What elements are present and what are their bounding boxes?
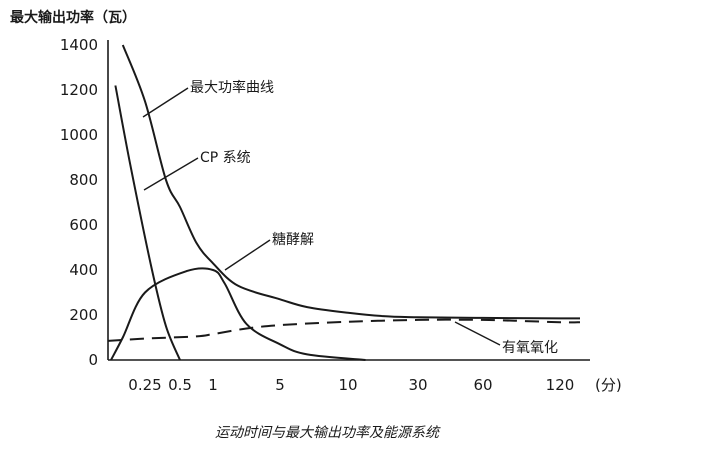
- y-tick-label: 800: [69, 171, 98, 189]
- x-axis-unit-label: (分): [595, 376, 622, 394]
- x-tick-label: 1: [208, 376, 218, 394]
- y-tick-label: 1000: [60, 126, 98, 144]
- x-tick-label: 60: [473, 376, 492, 394]
- label-max-power: 最大功率曲线: [190, 79, 274, 96]
- y-tick-label: 200: [69, 306, 98, 324]
- label-aerobic: 有氧氧化: [502, 340, 558, 356]
- label-leader-line: [143, 157, 199, 191]
- y-tick-label: 400: [69, 261, 98, 279]
- x-tick-label: 120: [546, 376, 575, 394]
- label-cp-system: CP 系统: [200, 150, 251, 166]
- axes: 0 200 400 600 800 1000 1200 1400 0.25 0.5 1 5 10 30 60…: [60, 36, 590, 394]
- x-tick-label: 0.25: [128, 376, 161, 394]
- x-tick-label: 5: [275, 376, 285, 394]
- label-leader-line: [454, 321, 501, 346]
- label-glycolysis: 糖酵解: [272, 232, 314, 248]
- y-tick-label: 1400: [60, 36, 98, 54]
- y-tick-label: 600: [69, 216, 98, 234]
- curves: [107, 44, 581, 361]
- aerobic-oxidation-curve: [107, 318, 581, 342]
- x-tick-label: 0.5: [168, 376, 192, 394]
- figure-caption: 运动时间与最大输出功率及能源系统: [215, 425, 441, 441]
- x-tick-label: 30: [408, 376, 427, 394]
- y-axis-unit-label: 最大输出功率（瓦）: [10, 9, 136, 26]
- glycolysis-curve: [110, 267, 366, 361]
- max-power-curve: [121, 44, 580, 320]
- y-tick-label: 1200: [60, 81, 98, 99]
- cp-system-curve: [114, 85, 181, 361]
- label-leader-line: [142, 87, 189, 118]
- x-tick-label: 10: [338, 376, 357, 394]
- label-leader-line: [224, 239, 271, 271]
- y-tick-label: 0: [88, 351, 98, 369]
